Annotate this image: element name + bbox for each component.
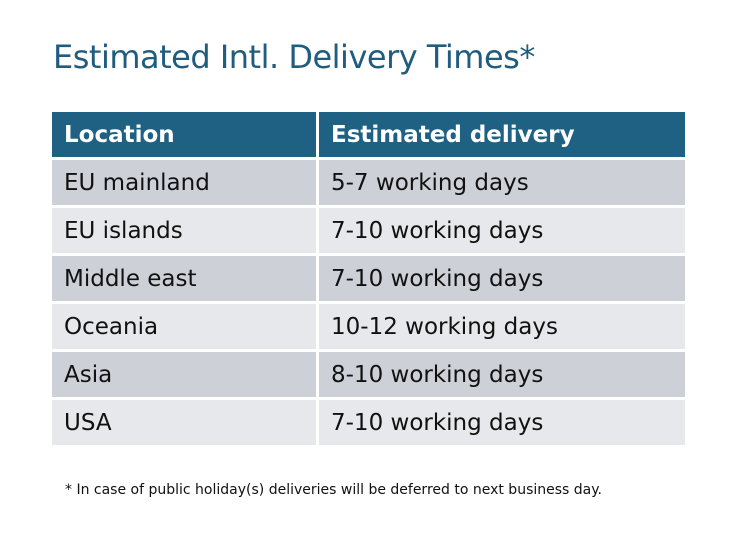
table-row: Oceania 10-12 working days (52, 304, 685, 349)
table-row: Asia 8-10 working days (52, 352, 685, 397)
table-row: EU mainland 5-7 working days (52, 160, 685, 205)
location-cell: EU islands (52, 208, 316, 253)
location-cell: Asia (52, 352, 316, 397)
delivery-times-table: Location Estimated delivery EU mainland 5… (49, 109, 688, 448)
location-cell: Middle east (52, 256, 316, 301)
delivery-cell: 10-12 working days (319, 304, 685, 349)
delivery-cell: 5-7 working days (319, 160, 685, 205)
table-row: USA 7-10 working days (52, 400, 685, 445)
column-header-estimated-delivery: Estimated delivery (319, 112, 685, 157)
location-cell: USA (52, 400, 316, 445)
page-title: Estimated Intl. Delivery Times* (53, 38, 535, 76)
delivery-cell: 7-10 working days (319, 256, 685, 301)
delivery-cell: 7-10 working days (319, 208, 685, 253)
table-header-row: Location Estimated delivery (52, 112, 685, 157)
column-header-location: Location (52, 112, 316, 157)
table-row: Middle east 7-10 working days (52, 256, 685, 301)
delivery-cell: 7-10 working days (319, 400, 685, 445)
footnote: * In case of public holiday(s) deliverie… (65, 482, 602, 498)
delivery-cell: 8-10 working days (319, 352, 685, 397)
location-cell: EU mainland (52, 160, 316, 205)
location-cell: Oceania (52, 304, 316, 349)
table-row: EU islands 7-10 working days (52, 208, 685, 253)
